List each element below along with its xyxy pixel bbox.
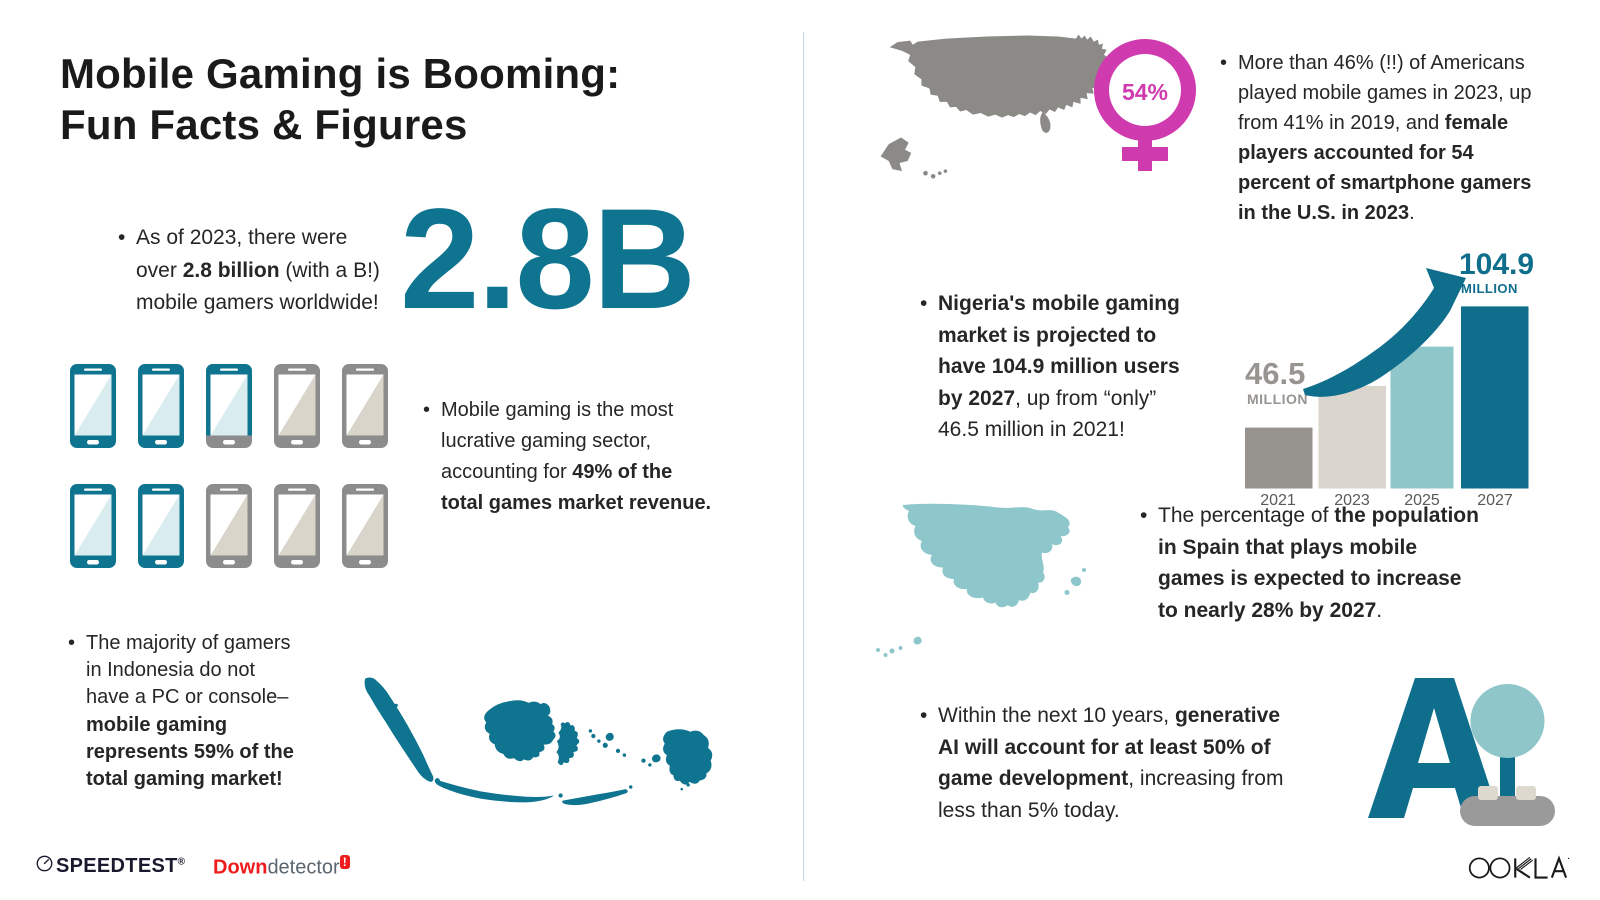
svg-text:54%: 54% bbox=[1122, 79, 1168, 105]
svg-text:104.9: 104.9 bbox=[1459, 248, 1534, 281]
svg-text:MILLION: MILLION bbox=[1247, 391, 1308, 407]
svg-text:MILLION: MILLION bbox=[1461, 281, 1518, 296]
svg-text:46.5: 46.5 bbox=[1245, 356, 1305, 391]
